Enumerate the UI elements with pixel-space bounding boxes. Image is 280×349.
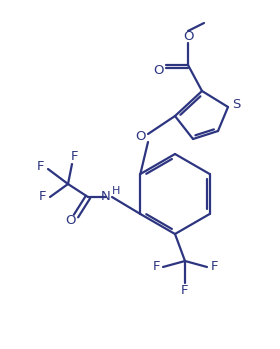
- Text: O: O: [135, 131, 145, 143]
- Text: O: O: [183, 30, 193, 43]
- Text: O: O: [65, 215, 75, 228]
- Text: H: H: [112, 186, 120, 196]
- Text: F: F: [210, 260, 218, 274]
- Text: F: F: [37, 161, 45, 173]
- Text: F: F: [181, 283, 189, 297]
- Text: F: F: [70, 149, 78, 163]
- Text: O: O: [153, 64, 163, 76]
- Text: N: N: [101, 191, 111, 203]
- Text: F: F: [39, 191, 47, 203]
- Text: S: S: [232, 98, 240, 111]
- Text: F: F: [152, 260, 160, 274]
